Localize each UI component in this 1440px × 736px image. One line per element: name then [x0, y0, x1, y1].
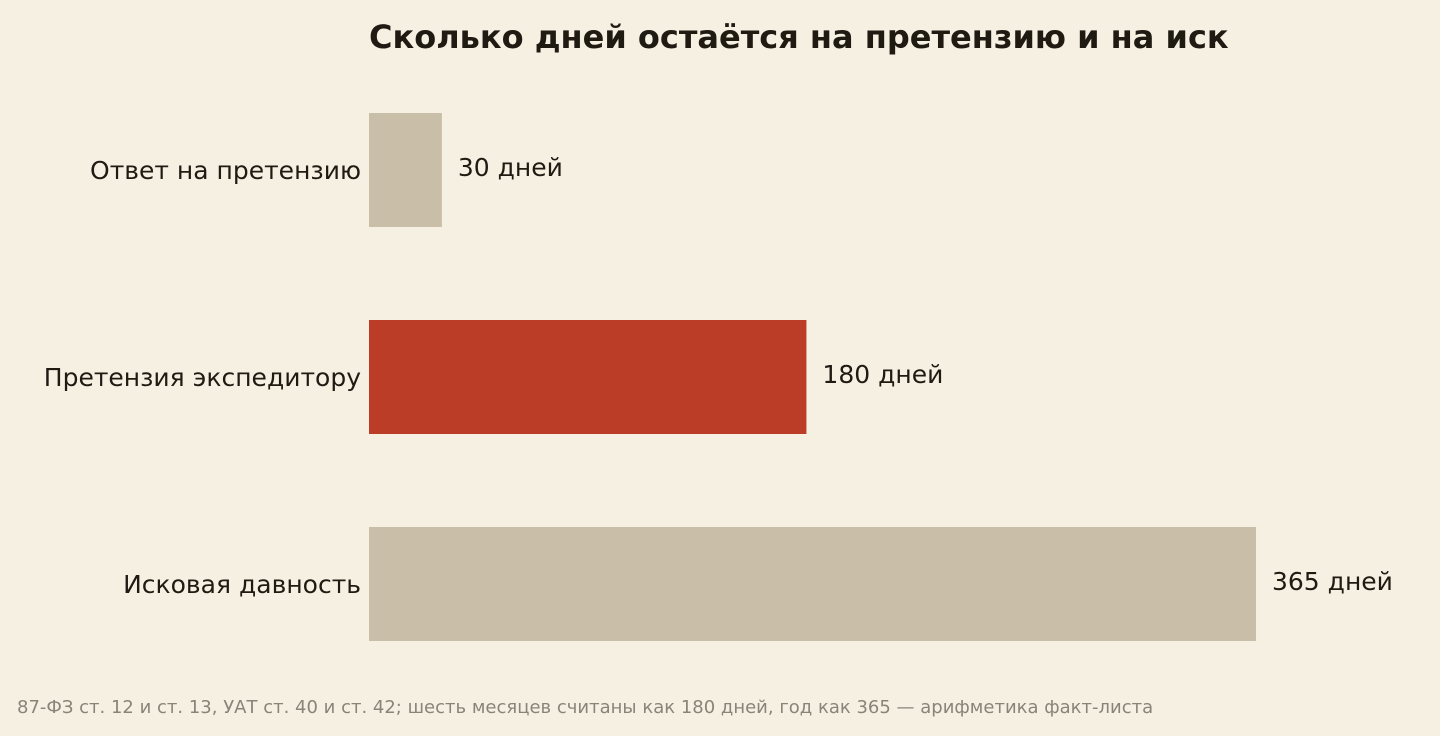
value-label-3: 365 дней: [1272, 567, 1393, 596]
chart-title: Сколько дней остаётся на претензию и на …: [369, 18, 1229, 56]
bar-2: [369, 320, 807, 434]
bar-3: [369, 527, 1256, 641]
category-label-1: Ответ на претензию: [90, 156, 361, 185]
value-label-2: 180 дней: [822, 360, 943, 389]
category-label-2: Претензия экспедитору: [44, 363, 361, 392]
category-label-3: Исковая давность: [123, 570, 361, 599]
chart-footnote: 87-ФЗ ст. 12 и ст. 13, УАТ ст. 40 и ст. …: [17, 697, 1154, 718]
bar-chart: Ответ на претензию 30 дней Претензия экспе…: [44, 113, 1393, 641]
bar-1: [369, 113, 442, 227]
value-label-1: 30 дней: [458, 153, 563, 182]
